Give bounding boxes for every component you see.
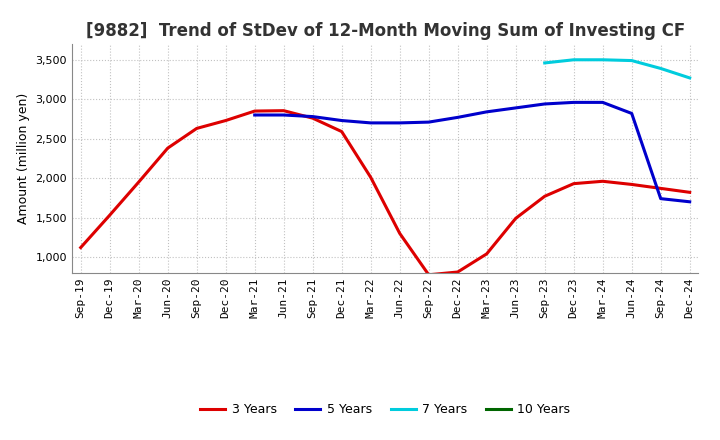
Line: 3 Years: 3 Years <box>81 111 690 275</box>
7 Years <box>627 58 636 63</box>
Line: 7 Years: 7 Years <box>545 60 690 78</box>
5 Years <box>308 114 317 119</box>
3 Years <box>76 245 85 250</box>
5 Years <box>279 112 288 117</box>
3 Years <box>338 129 346 134</box>
3 Years <box>279 108 288 114</box>
3 Years <box>135 180 143 185</box>
3 Years <box>685 190 694 195</box>
3 Years <box>366 175 375 180</box>
Y-axis label: Amount (million yen): Amount (million yen) <box>17 93 30 224</box>
Title: [9882]  Trend of StDev of 12-Month Moving Sum of Investing CF: [9882] Trend of StDev of 12-Month Moving… <box>86 22 685 40</box>
3 Years <box>192 126 201 131</box>
7 Years <box>541 60 549 66</box>
5 Years <box>251 112 259 117</box>
3 Years <box>454 269 462 275</box>
7 Years <box>570 57 578 62</box>
5 Years <box>570 100 578 105</box>
3 Years <box>627 182 636 187</box>
3 Years <box>541 194 549 199</box>
5 Years <box>685 199 694 205</box>
5 Years <box>454 115 462 120</box>
3 Years <box>395 231 404 236</box>
5 Years <box>366 120 375 125</box>
3 Years <box>570 181 578 186</box>
3 Years <box>511 216 520 221</box>
3 Years <box>163 146 172 151</box>
7 Years <box>598 57 607 62</box>
5 Years <box>541 101 549 106</box>
3 Years <box>251 108 259 114</box>
5 Years <box>627 111 636 116</box>
3 Years <box>308 116 317 121</box>
7 Years <box>657 66 665 71</box>
Line: 5 Years: 5 Years <box>255 103 690 202</box>
5 Years <box>338 118 346 123</box>
3 Years <box>598 179 607 184</box>
7 Years <box>685 75 694 81</box>
3 Years <box>482 251 491 257</box>
5 Years <box>598 100 607 105</box>
5 Years <box>511 105 520 110</box>
3 Years <box>424 272 433 277</box>
3 Years <box>657 186 665 191</box>
5 Years <box>424 120 433 125</box>
3 Years <box>221 118 230 123</box>
3 Years <box>105 213 114 218</box>
5 Years <box>395 120 404 125</box>
Legend: 3 Years, 5 Years, 7 Years, 10 Years: 3 Years, 5 Years, 7 Years, 10 Years <box>195 398 575 421</box>
5 Years <box>657 196 665 201</box>
5 Years <box>482 109 491 114</box>
